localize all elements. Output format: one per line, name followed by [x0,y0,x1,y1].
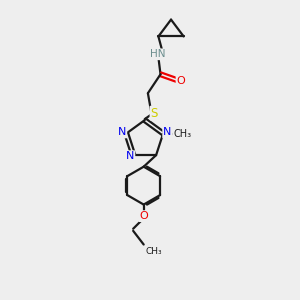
Text: N: N [126,151,134,161]
Text: N: N [118,128,126,137]
Text: HN: HN [150,49,165,59]
Text: CH₃: CH₃ [173,128,191,139]
Text: S: S [151,107,158,120]
Text: CH₃: CH₃ [146,247,162,256]
Text: N: N [163,128,172,137]
Text: O: O [176,76,185,85]
Text: O: O [139,211,148,221]
